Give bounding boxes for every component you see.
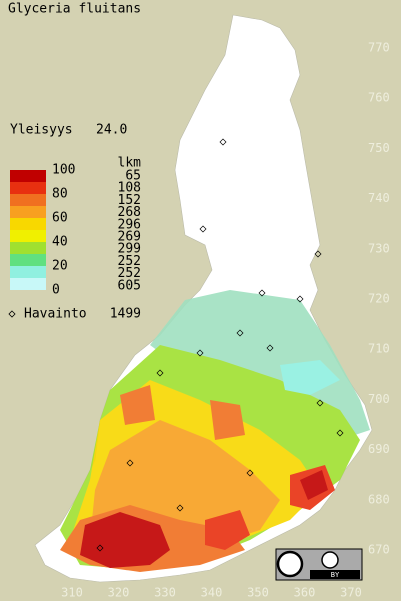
license-label: BY — [331, 571, 340, 579]
y-axis-label: 730 — [368, 241, 390, 255]
y-axis-label: 760 — [368, 91, 390, 105]
observation-label: Havainto — [24, 307, 87, 322]
legend-count: 605 — [118, 278, 141, 293]
y-axis-label: 740 — [368, 191, 390, 205]
y-axis-label: 720 — [368, 292, 390, 306]
legend-count: 152 — [118, 193, 141, 208]
legend-count: 252 — [118, 254, 141, 269]
y-axis-label: 750 — [368, 141, 390, 155]
legend-count: 108 — [118, 181, 141, 196]
legend-scale-label: 60 — [52, 211, 68, 226]
observation-markers — [96, 138, 344, 552]
license-badge: BY — [275, 548, 363, 581]
x-axis-label: 360 — [294, 586, 316, 600]
y-axis-label: 710 — [368, 342, 390, 356]
y-axis-label: 690 — [368, 442, 390, 456]
legend-swatch — [10, 194, 46, 206]
badge-strip — [310, 570, 360, 579]
legend-scale-label: 20 — [52, 259, 68, 274]
legend-count: 296 — [118, 217, 141, 232]
x-axis-label: 350 — [247, 586, 269, 600]
x-axis-label: 340 — [201, 586, 223, 600]
legend-count: 252 — [118, 266, 141, 281]
cc-icon — [276, 550, 304, 578]
legend-scale-label: 40 — [52, 235, 68, 250]
legend-count: 268 — [118, 205, 141, 220]
observation-symbol — [8, 310, 16, 318]
legend-swatch — [10, 170, 46, 182]
legend-swatch — [10, 266, 46, 278]
x-axis-label: 330 — [154, 586, 176, 600]
legend-swatch — [10, 182, 46, 194]
legend-swatch — [10, 206, 46, 218]
y-axis-label: 670 — [368, 543, 390, 557]
legend-count: 269 — [118, 230, 141, 245]
legend-scale-label: 100 — [52, 163, 75, 178]
frequency-label: Yleisyys — [10, 123, 73, 138]
observation-count: 1499 — [110, 307, 141, 322]
x-axis-label: 310 — [61, 586, 83, 600]
x-axis-label: 320 — [108, 586, 130, 600]
legend-swatch — [10, 218, 46, 230]
legend-swatch — [10, 242, 46, 254]
legend-scale-label: 80 — [52, 187, 68, 202]
legend-swatch — [10, 230, 46, 242]
legend-count: 65 — [125, 169, 141, 184]
legend-swatch — [10, 254, 46, 266]
legend-scale-label: 0 — [52, 283, 60, 298]
x-axis-label: 370 — [340, 586, 362, 600]
legend-swatch — [10, 278, 46, 290]
frequency-value: 24.0 — [96, 123, 127, 138]
y-axis-label: 680 — [368, 492, 390, 506]
by-icon — [321, 551, 339, 569]
y-axis-label: 700 — [368, 392, 390, 406]
y-axis-label: 770 — [368, 41, 390, 55]
occurrence-cells — [60, 290, 370, 572]
title: Glyceria fluitans — [8, 2, 141, 17]
count-header: lkm — [118, 156, 142, 171]
legend-count: 299 — [118, 242, 141, 257]
